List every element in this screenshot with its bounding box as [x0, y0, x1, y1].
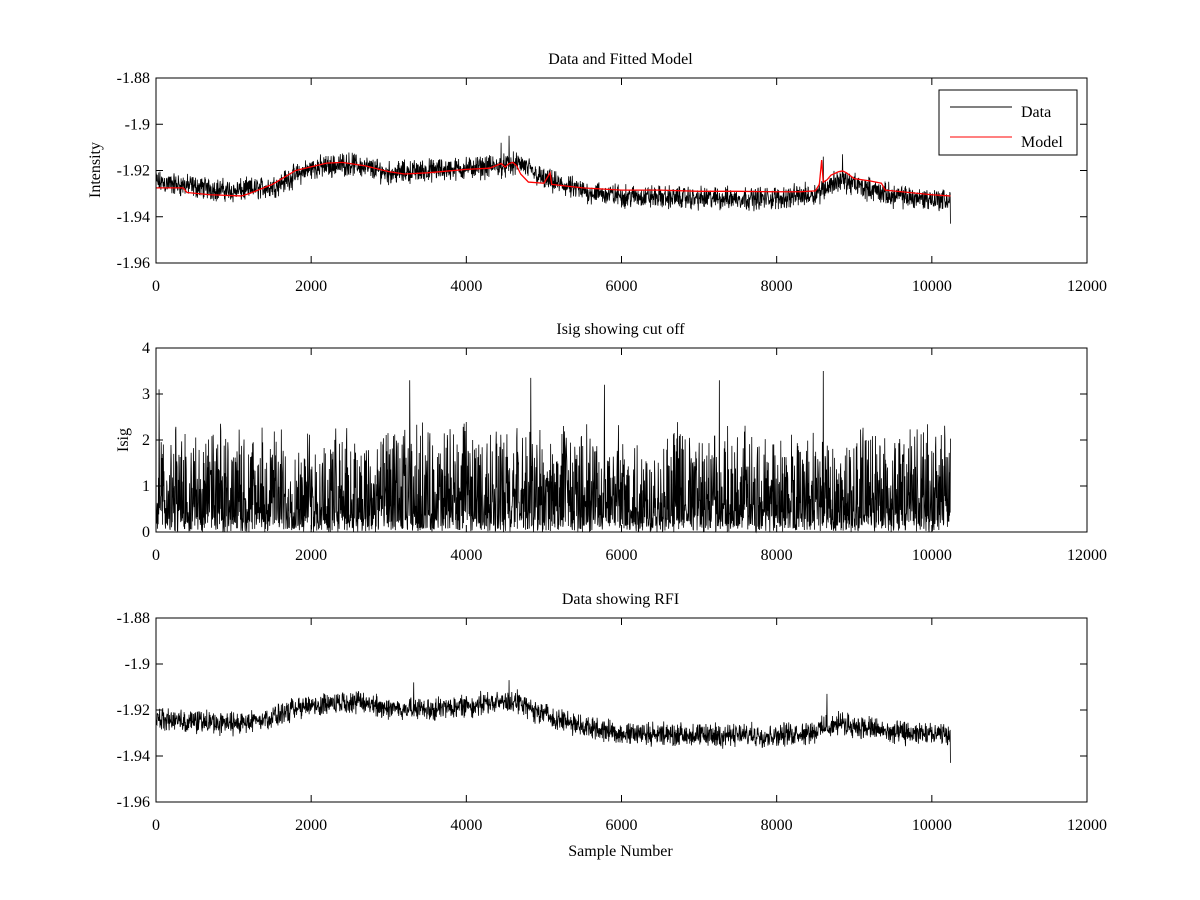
- x-tick-label: 12000: [1067, 817, 1107, 834]
- panel-rfi: Data showing RFI 0 2000 4000 6000 8000 10000 1…: [117, 591, 1107, 860]
- chart-title: Data showing RFI: [562, 591, 679, 608]
- axis-ticks: 0 2000 4000 6000 8000 10000 12000 0 1 2 3 4: [142, 340, 1107, 564]
- y-tick-label: -1.94: [117, 209, 150, 226]
- x-tick-label: 8000: [761, 817, 793, 834]
- x-tick-label: 4000: [450, 817, 482, 834]
- x-tick-label: 6000: [606, 817, 638, 834]
- plot-marks: [155, 680, 951, 763]
- y-tick-label: -1.88: [117, 610, 150, 627]
- y-tick-label: -1.9: [125, 116, 150, 133]
- plot-marks: [155, 135, 951, 224]
- series-line-isig: [155, 370, 951, 534]
- y-tick-label: -1.96: [117, 255, 150, 272]
- legend-data-label: Data: [1021, 104, 1051, 121]
- y-tick-label: 2: [142, 432, 150, 449]
- x-tick-label: 4000: [450, 547, 482, 564]
- x-tick-label: 8000: [761, 278, 793, 295]
- legend-model-label: Model: [1021, 134, 1063, 151]
- x-tick-label: 2000: [295, 278, 327, 295]
- axis-ticks: 0 2000 4000 6000 8000 10000 12000 -1.96 -1.94 -1.…: [117, 610, 1107, 834]
- x-tick-label: 0: [152, 278, 160, 295]
- y-tick-label: 0: [142, 524, 150, 541]
- chart-title: Isig showing cut off: [556, 321, 685, 338]
- y-tick-label: 4: [142, 340, 150, 357]
- y-tick-label: 3: [142, 386, 150, 403]
- y-tick-label: -1.9: [125, 656, 150, 673]
- series-line-data: [155, 135, 951, 224]
- x-tick-label: 0: [152, 817, 160, 834]
- x-tick-label: 4000: [450, 278, 482, 295]
- x-tick-label: 10000: [912, 547, 952, 564]
- x-tick-label: 0: [152, 547, 160, 564]
- plot-marks: [155, 370, 951, 534]
- x-tick-label: 12000: [1067, 278, 1107, 295]
- y-tick-label: -1.94: [117, 748, 150, 765]
- y-tick-label: 1: [142, 478, 150, 495]
- x-tick-label: 12000: [1067, 547, 1107, 564]
- x-tick-label: 10000: [912, 278, 952, 295]
- x-tick-label: 2000: [295, 547, 327, 564]
- axis-ticks: 0 2000 4000 6000 8000 10000 12000 -1.96 -1.94 -1.…: [117, 70, 1107, 295]
- x-tick-label: 6000: [606, 278, 638, 295]
- series-line-model: [156, 160, 951, 197]
- x-tick-label: 8000: [761, 547, 793, 564]
- legend-box: [938, 89, 1078, 156]
- chart-title: Data and Fitted Model: [548, 51, 693, 68]
- series-line-data: [155, 680, 951, 763]
- x-tick-label: 2000: [295, 817, 327, 834]
- y-tick-label: -1.92: [117, 702, 150, 719]
- y-tick-label: -1.96: [117, 794, 150, 811]
- x-axis-label: Sample Number: [568, 843, 673, 860]
- x-tick-label: 6000: [606, 547, 638, 564]
- panel-data-and-model: Data and Fitted Model Intensity 0 2000 400…: [87, 51, 1107, 295]
- y-tick-label: -1.88: [117, 70, 150, 87]
- y-axis-label: Intensity: [87, 142, 104, 198]
- x-tick-label: 10000: [912, 817, 952, 834]
- panel-isig: Isig showing cut off Isig 0 2000 4000 6000 8…: [115, 321, 1107, 564]
- legend: Data Model: [938, 89, 1078, 156]
- y-axis-label: Isig: [115, 428, 132, 452]
- y-tick-label: -1.92: [117, 163, 150, 180]
